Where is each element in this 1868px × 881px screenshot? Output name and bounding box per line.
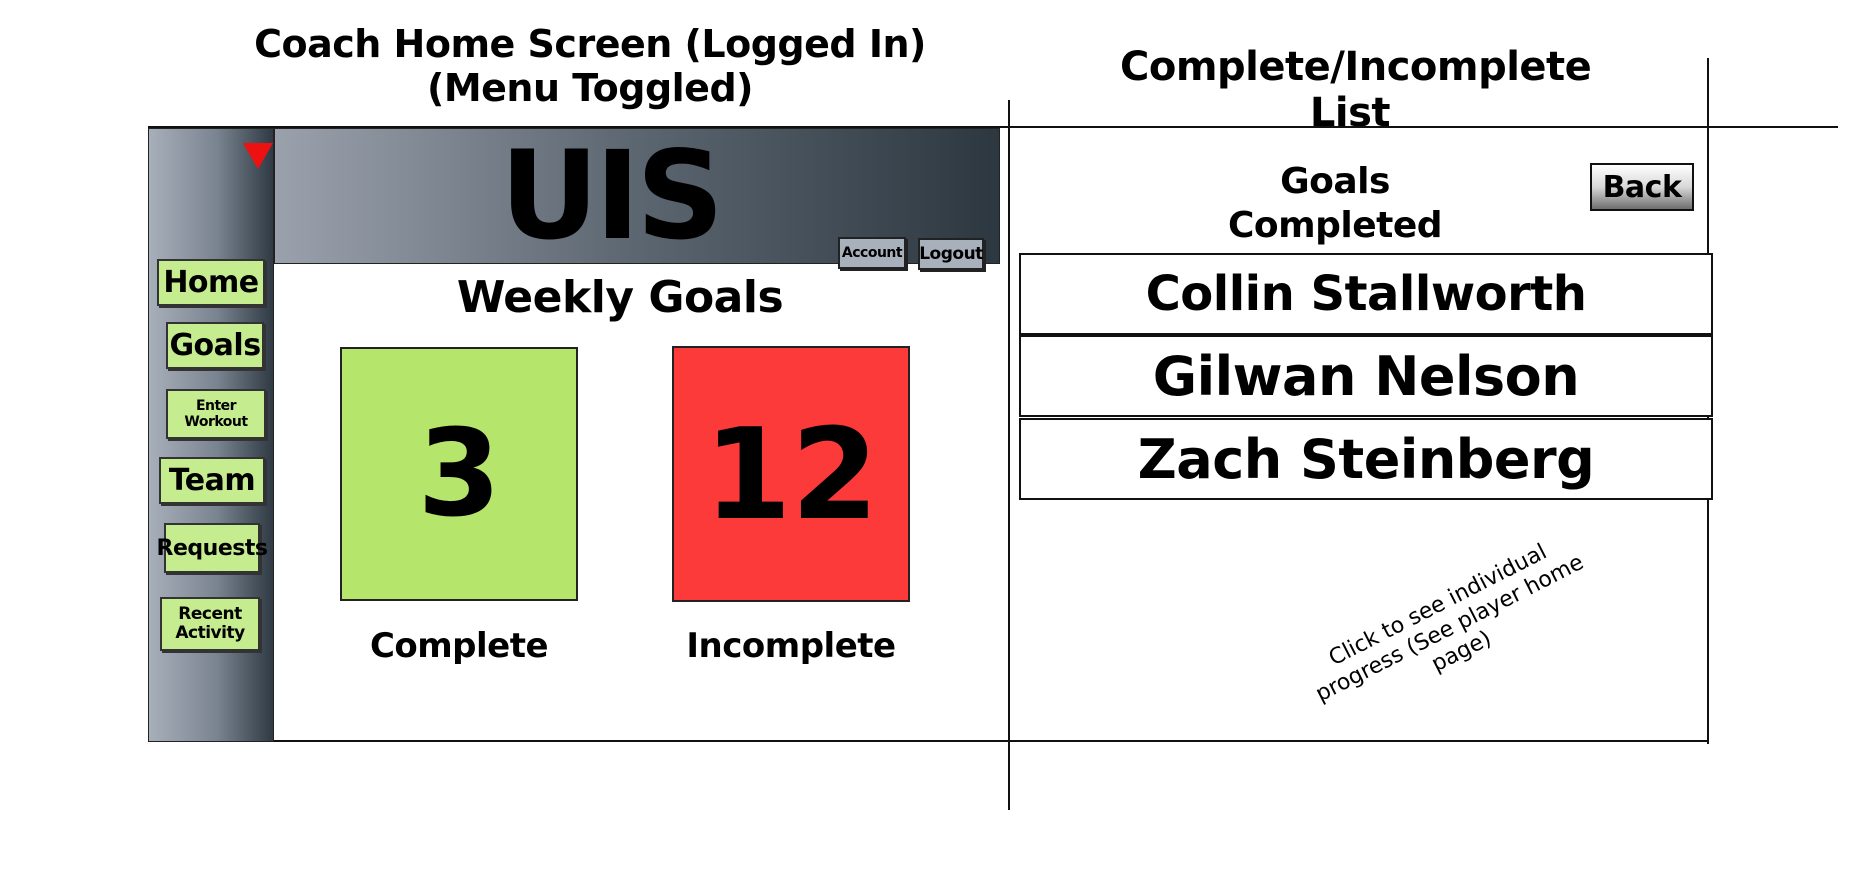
complete-count: 3 [417,404,502,544]
uis-logo: UIS [499,125,724,267]
player-row-gilwan-nelson[interactable]: Gilwan Nelson [1019,335,1713,417]
top-border-line [148,126,1838,128]
annotation-note: Click to see individual progress (See pl… [1311,539,1588,708]
logout-button[interactable]: Logout [918,238,984,270]
sidebar-item-enter-workout[interactable]: Enter Workout [166,389,266,439]
menu-toggle-triangle-icon[interactable] [243,143,273,169]
complete-label: Complete [369,626,549,666]
back-button[interactable]: Back [1590,163,1694,211]
incomplete-goals-tile[interactable]: 12 [672,346,910,602]
sidebar-item-home[interactable]: Home [157,259,265,306]
goals-completed-title: Goals Completed [1227,161,1443,246]
right-screen-title: Complete/Incomplete List [1120,44,1592,136]
account-button[interactable]: Account [838,237,906,269]
sidebar-item-goals[interactable]: Goals [166,322,264,369]
weekly-goals-title: Weekly Goals [456,272,784,323]
complete-goals-tile[interactable]: 3 [340,347,578,601]
player-row-zach-steinberg[interactable]: Zach Steinberg [1019,418,1713,500]
bottom-border-line [148,740,1708,742]
panel-divider-line [1008,100,1010,810]
sidebar-item-recent-activity[interactable]: Recent Activity [160,597,260,651]
sidebar-item-team[interactable]: Team [159,457,265,504]
incomplete-label: Incomplete [686,626,896,666]
left-screen-title: Coach Home Screen (Logged In) (Menu Togg… [254,22,926,110]
sidebar-item-requests[interactable]: Requests [157,523,268,573]
incomplete-count: 12 [703,400,879,548]
player-row-collin-stallworth[interactable]: Collin Stallworth [1019,253,1713,335]
